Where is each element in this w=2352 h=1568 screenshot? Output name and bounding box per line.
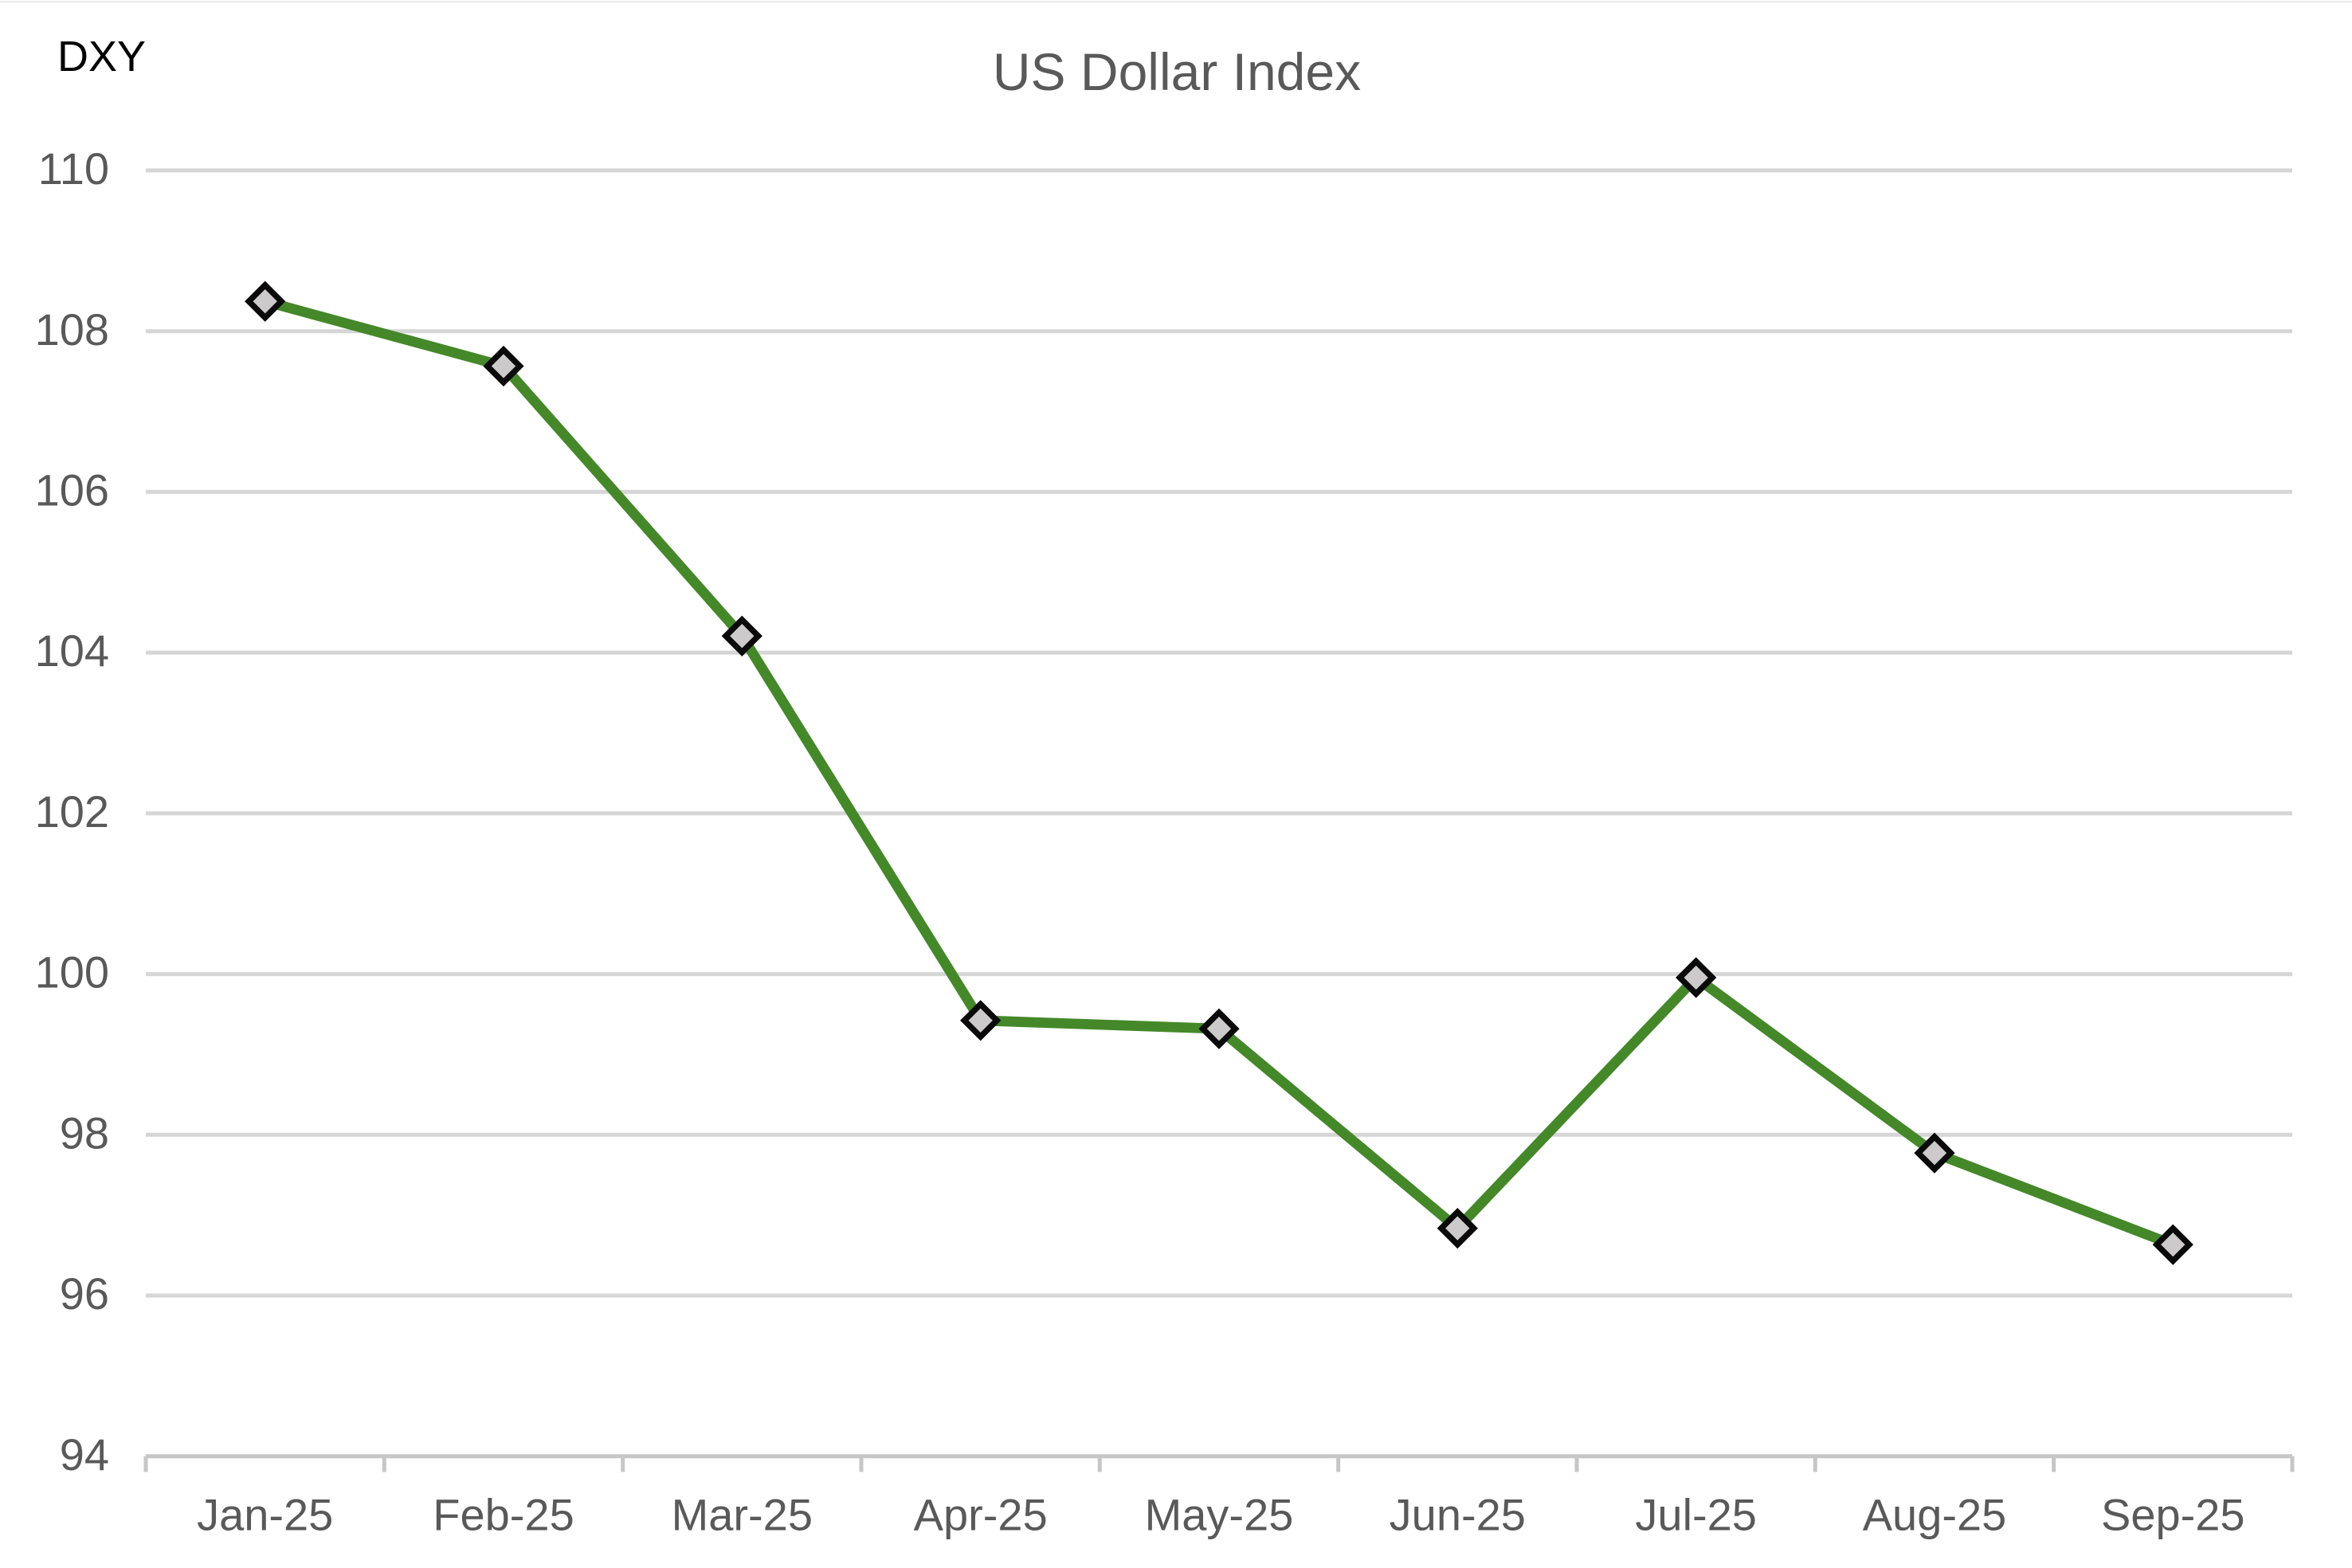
svg-text:Jun-25: Jun-25 [1390, 1490, 1526, 1540]
svg-text:Sep-25: Sep-25 [2101, 1490, 2245, 1540]
svg-text:94: 94 [60, 1429, 109, 1480]
svg-text:106: 106 [35, 465, 109, 515]
svg-text:Mar-25: Mar-25 [672, 1490, 813, 1540]
svg-text:US Dollar Index: US Dollar Index [993, 42, 1361, 101]
svg-text:Jan-25: Jan-25 [197, 1490, 333, 1540]
svg-text:96: 96 [60, 1268, 109, 1319]
svg-text:Apr-25: Apr-25 [914, 1490, 1048, 1540]
svg-text:98: 98 [60, 1107, 109, 1158]
svg-text:Feb-25: Feb-25 [433, 1490, 574, 1540]
svg-text:102: 102 [35, 786, 109, 837]
svg-text:100: 100 [35, 947, 109, 998]
svg-text:May-25: May-25 [1145, 1490, 1294, 1540]
svg-text:110: 110 [38, 143, 109, 194]
svg-text:Jul-25: Jul-25 [1635, 1490, 1757, 1540]
svg-text:104: 104 [35, 625, 109, 676]
svg-text:108: 108 [35, 304, 109, 355]
svg-text:Aug-25: Aug-25 [1863, 1490, 2007, 1540]
svg-text:DXY: DXY [57, 33, 146, 80]
